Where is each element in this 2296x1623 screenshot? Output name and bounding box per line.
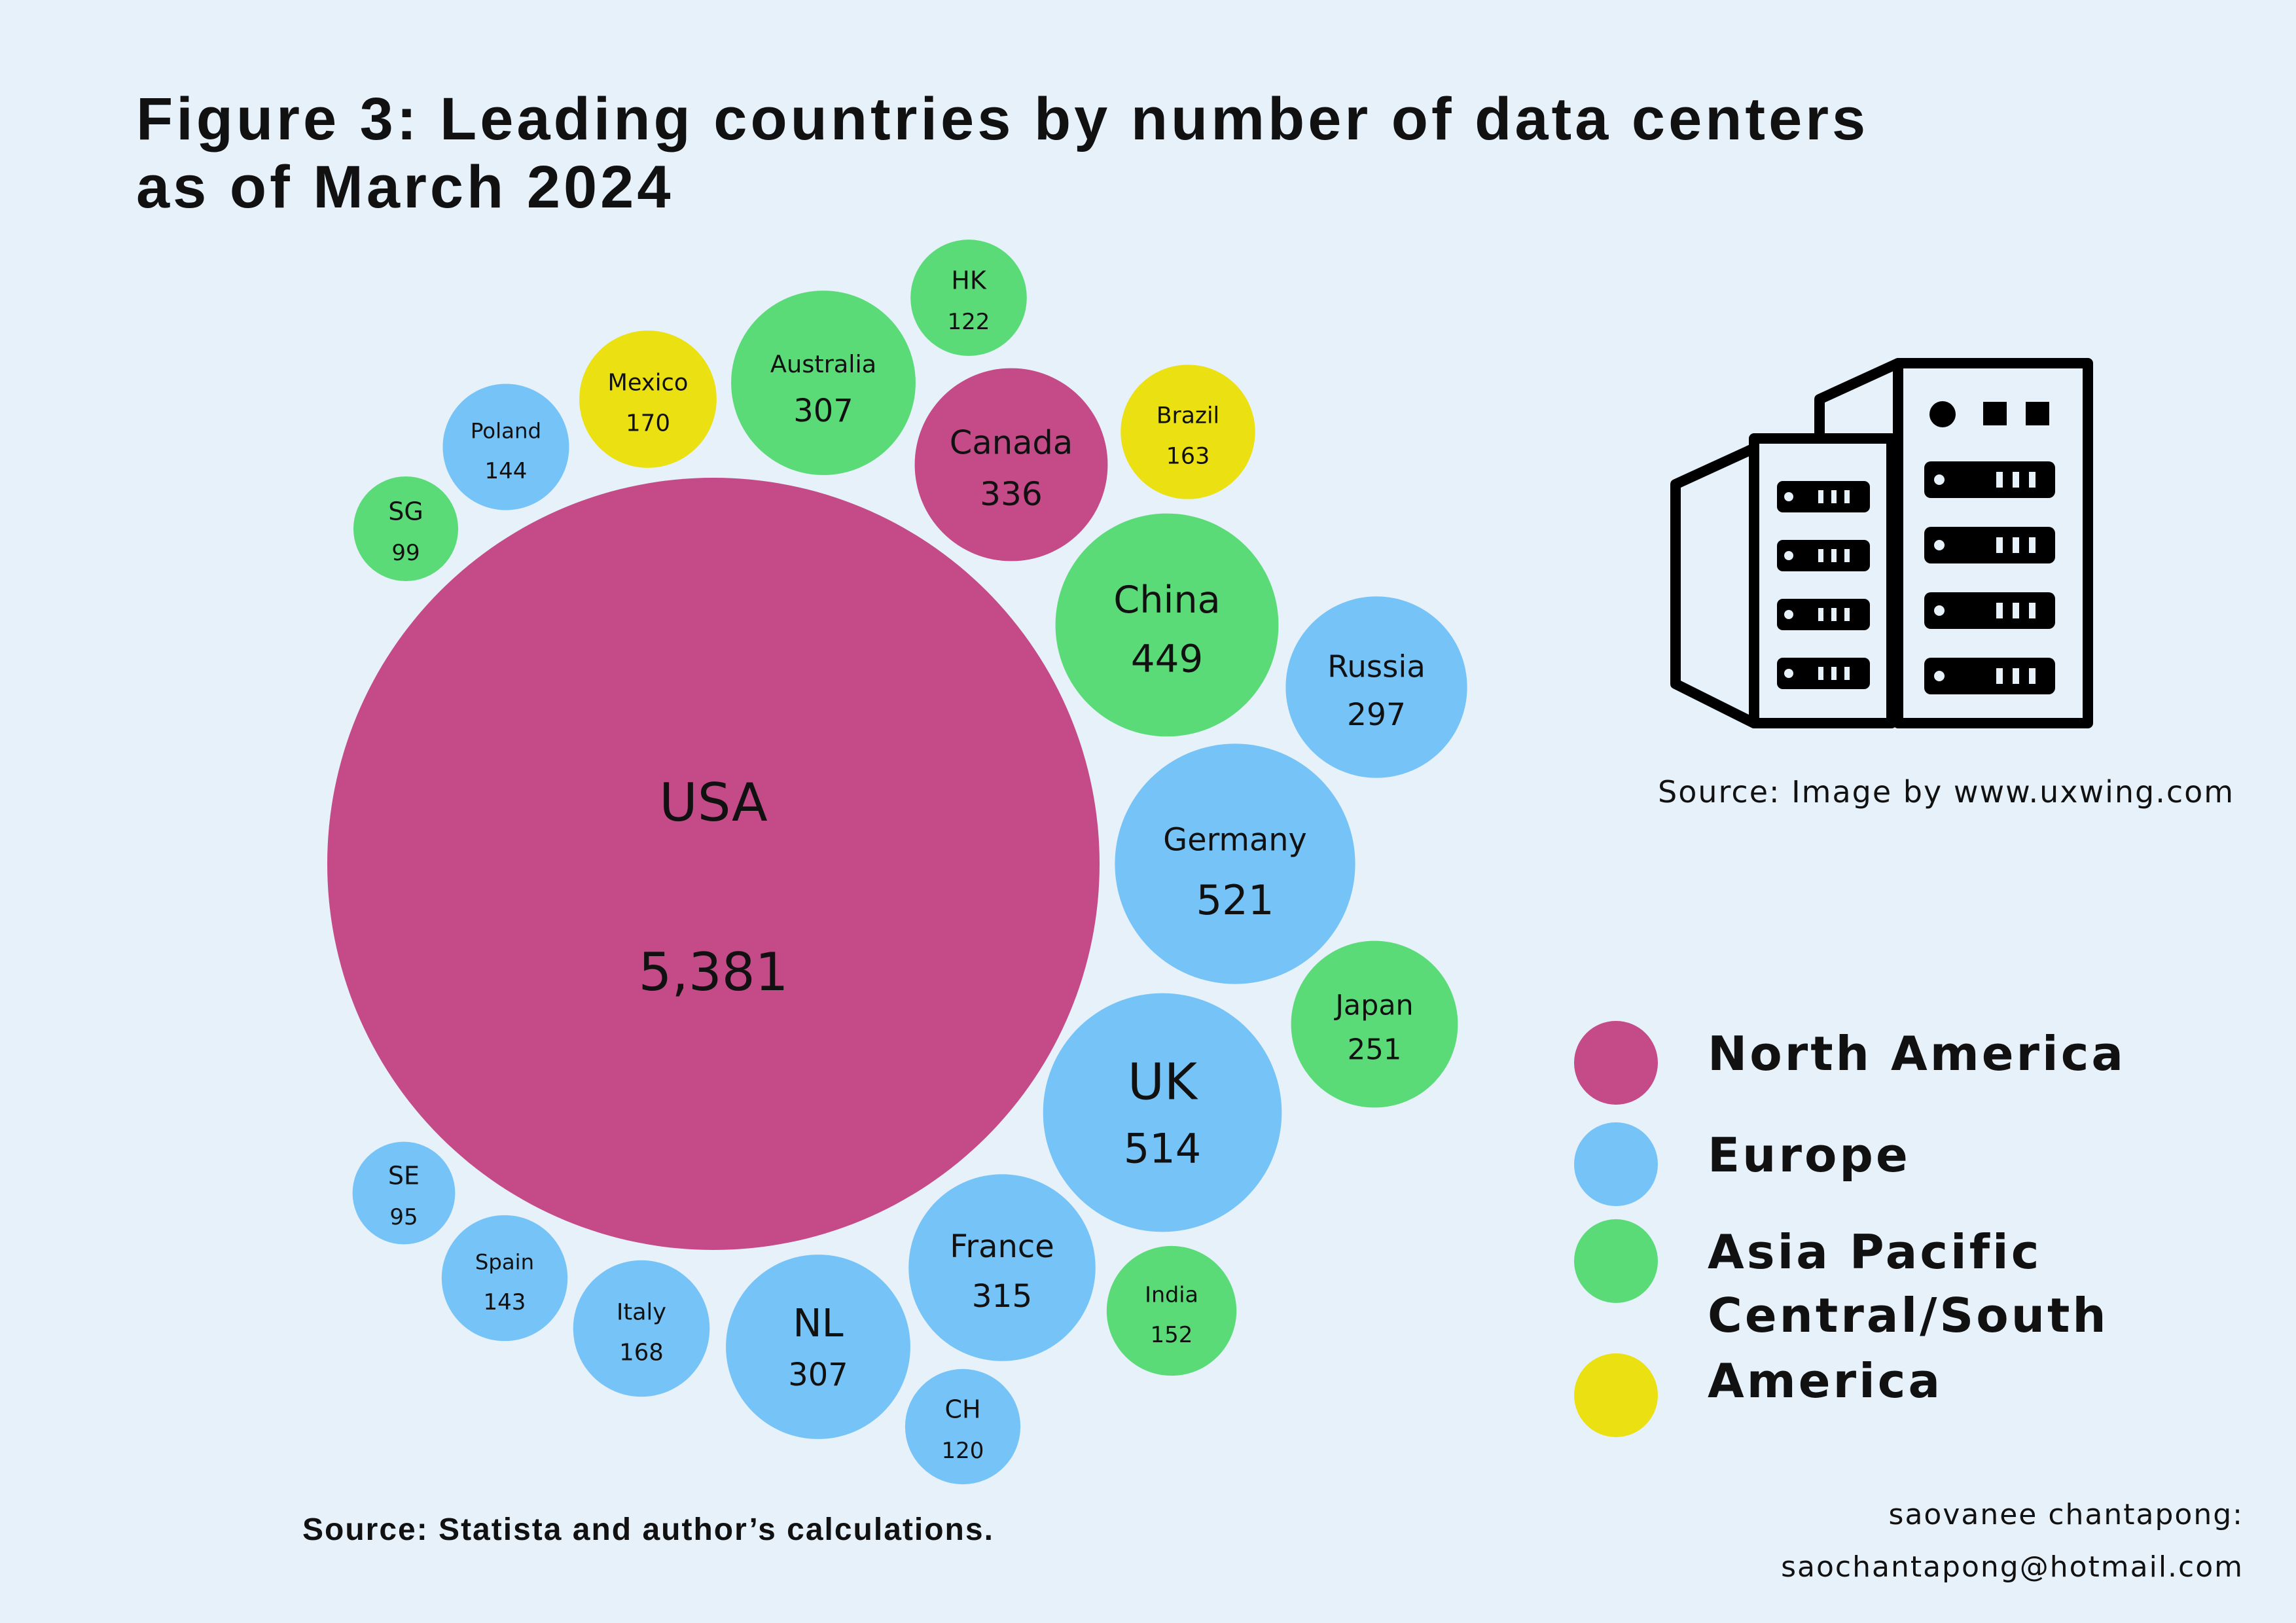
bubble-value-brazil: 163 [1166,443,1210,469]
bubble-ch: CH 120 [905,1368,1021,1485]
bubble-value-ch: 120 [942,1438,984,1464]
bubble-germany: Germany 521 [1115,743,1355,984]
bubble-label-usa: USA [659,772,768,833]
bubble-label-ch: CH [944,1395,980,1423]
bubble-value-russia: 297 [1347,697,1406,733]
bubble-circle-japan [1291,940,1458,1108]
legend-swatch-europe [1574,1122,1658,1206]
bubble-label-mexico: Mexico [608,369,689,396]
legend-label-central-south-america: Central/South America [1708,1288,2109,1408]
bubble-value-france: 315 [972,1278,1033,1315]
bubble-value-mexico: 170 [626,410,670,437]
bubble-label-russia: Russia [1327,649,1426,684]
bubble-circle-uk [1043,993,1282,1232]
bubble-circle-se [352,1141,456,1245]
bubble-value-china: 449 [1131,637,1204,681]
bubble-circle-china [1055,513,1279,737]
bubble-label-hk: HK [951,266,987,294]
legend-swatch-north-america [1574,1021,1658,1105]
bubble-mexico: Mexico 170 [579,330,717,468]
bubble-label-nl: NL [793,1300,843,1346]
bubble-spain: Spain 143 [441,1215,568,1342]
bubble-france: France 315 [908,1174,1096,1361]
data-source-note: Source: Statista and author’s calculatio… [302,1512,994,1547]
bubble-label-australia: Australia [770,350,876,378]
bubble-china: China 449 [1055,513,1279,737]
bubble-value-se: 95 [389,1204,418,1230]
bubble-circle-poland [442,383,569,510]
bubble-circle-nl [726,1255,910,1439]
bubble-label-canada: Canada [950,423,1073,461]
author-name: saovanee chantapong: [1888,1498,2244,1531]
chart-title-line-2: as of March 2024 [136,154,674,221]
bubble-value-india: 152 [1151,1322,1193,1348]
bubble-nl: NL 307 [726,1255,910,1439]
bubble-circle-ch [905,1368,1021,1485]
bubble-value-germany: 521 [1196,876,1274,924]
bubble-hk: HK 122 [910,240,1027,356]
author-credit: saovanee chantapong: saochantapong@hotma… [1781,1489,2244,1594]
bubble-value-italy: 168 [619,1340,664,1366]
bubble-circle-australia [731,291,916,475]
bubble-label-italy: Italy [617,1298,666,1325]
bubble-label-china: China [1113,578,1221,622]
bubble-circle-spain [441,1215,568,1342]
data-center-building-icon [1670,358,2093,728]
bubble-circle-italy [573,1260,710,1397]
bubble-value-australia: 307 [793,393,853,429]
bubble-brazil: Brazil 163 [1121,365,1255,499]
bubble-label-poland: Poland [471,418,541,443]
bubble-circle-canada [914,368,1108,562]
bubble-value-japan: 251 [1348,1034,1402,1067]
bubble-circle-usa [327,478,1100,1250]
bubble-value-sg: 99 [391,540,420,566]
bubble-japan: Japan 251 [1291,940,1458,1108]
bubble-value-poland: 144 [485,458,528,484]
bubble-value-usa: 5,381 [638,942,788,1003]
bubble-india: India 152 [1106,1245,1237,1376]
bubble-poland: Poland 144 [442,383,569,510]
legend-swatch-central-south-america [1574,1353,1658,1437]
bubble-italy: Italy 168 [573,1260,710,1397]
bubble-label-france: France [950,1228,1054,1265]
bubble-se: SE 95 [352,1141,456,1245]
bubble-uk: UK 514 [1043,993,1282,1232]
chart-title: Figure 3: Leading countries by number of… [136,85,1969,221]
bubble-australia: Australia 307 [731,291,916,475]
bubble-circle-brazil [1121,365,1255,499]
bubble-value-uk: 514 [1124,1125,1201,1173]
bubble-value-spain: 143 [484,1289,526,1315]
legend-label-north-america: North America [1708,1026,2126,1081]
bubble-label-japan: Japan [1333,990,1413,1022]
bubble-label-germany: Germany [1163,822,1307,858]
bubble-circle-india [1106,1245,1237,1376]
chart-title-line-1: Figure 3: Leading countries by number of… [136,86,1869,152]
bubble-label-uk: UK [1128,1054,1198,1112]
bubble-usa: USA 5,381 [327,478,1100,1250]
bubble-circle-hk [910,240,1027,356]
bubble-circle-sg [353,476,459,582]
bubble-value-hk: 122 [948,309,990,335]
bubble-label-se: SE [388,1161,420,1190]
bubble-circle-france [908,1174,1096,1361]
bubble-circle-mexico [579,330,717,468]
legend-swatch-asia-pacific [1574,1219,1658,1303]
bubble-label-sg: SG [388,497,423,526]
author-email: saochantapong@hotmail.com [1781,1550,2244,1584]
bubble-circle-russia [1285,596,1467,778]
image-source-note: Source: Image by www.uxwing.com [1658,774,2235,810]
bubble-value-nl: 307 [788,1357,848,1393]
legend-label-europe: Europe [1708,1128,1910,1183]
bubble-label-spain: Spain [475,1249,534,1274]
bubble-value-canada: 336 [980,474,1043,513]
bubble-circle-germany [1115,743,1355,984]
bubble-sg: SG 99 [353,476,459,582]
bubble-label-india: India [1145,1281,1198,1307]
bubble-label-brazil: Brazil [1157,402,1219,429]
bubble-russia: Russia 297 [1285,596,1467,778]
bubble-canada: Canada 336 [914,368,1108,562]
legend-label-asia-pacific: Asia Pacific [1708,1224,2042,1279]
